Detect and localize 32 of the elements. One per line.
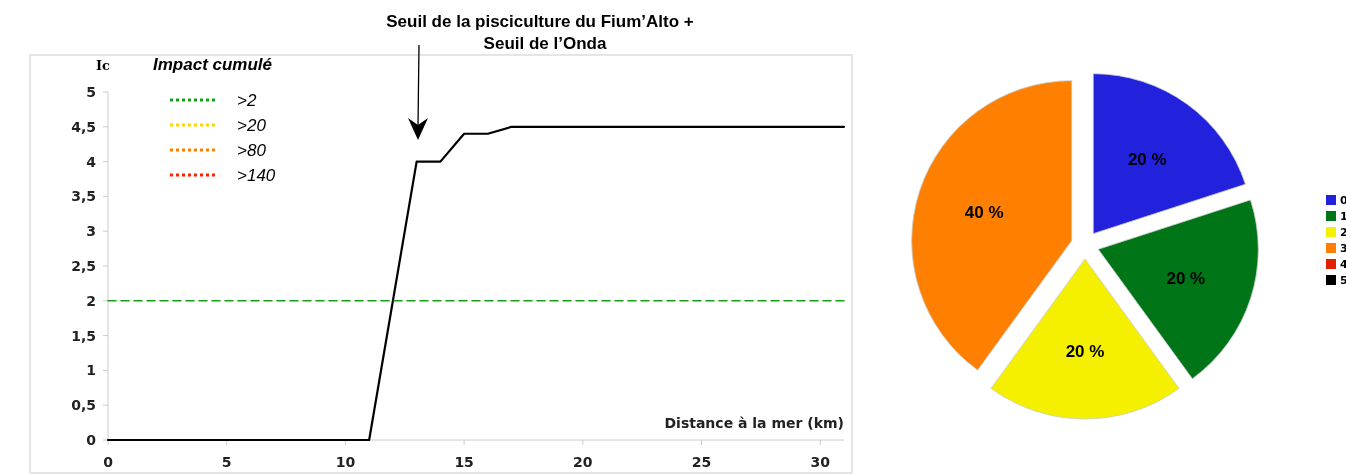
x-tick-label: 30 xyxy=(810,454,831,470)
y-tick-label: 3 xyxy=(86,223,96,240)
data-label: 40 % xyxy=(964,203,1004,223)
data-label: 20 % xyxy=(1127,150,1167,170)
x-tick-label: 15 xyxy=(454,454,474,470)
legend-label: 2 xyxy=(1340,225,1346,239)
x-tick-label: 0 xyxy=(103,454,114,470)
data-label: 20 % xyxy=(1166,268,1206,288)
legend-label: >2 xyxy=(237,90,257,110)
legend-label: >140 xyxy=(237,165,276,185)
data-label: 20 % xyxy=(1065,341,1105,361)
y-tick-label: 2 xyxy=(86,292,96,309)
x-tick-label: 10 xyxy=(335,454,356,470)
legend-label: >80 xyxy=(237,140,267,160)
y-tick-label: 2,5 xyxy=(71,257,96,274)
x-tick-label: 25 xyxy=(691,454,712,470)
x-tick-label: 20 xyxy=(573,454,593,470)
x-tick-label: 5 xyxy=(221,454,232,470)
y-tick-label: 5 xyxy=(86,83,96,100)
x-axis-title: Distance à la mer (km) xyxy=(664,415,844,431)
y-tick-label: 0,5 xyxy=(71,397,96,414)
legend-title: Impact cumulé xyxy=(153,55,273,74)
legend-label: >20 xyxy=(237,115,267,135)
y-tick-label: 0 xyxy=(86,431,97,448)
legend-label: 3 xyxy=(1340,241,1346,255)
y-tick-label: 1 xyxy=(86,362,96,379)
text: Seuil de la pisciculture du Fium’Alto + Seuil de l’Onda xyxy=(386,12,694,53)
y-tick-label: 3,5 xyxy=(71,188,96,205)
y-tick-label: 4 xyxy=(86,153,97,170)
y-tick-label: 4,5 xyxy=(71,118,96,135)
y-tick-label: 1,5 xyxy=(71,327,96,344)
y-axis-title: Ic xyxy=(96,58,111,73)
